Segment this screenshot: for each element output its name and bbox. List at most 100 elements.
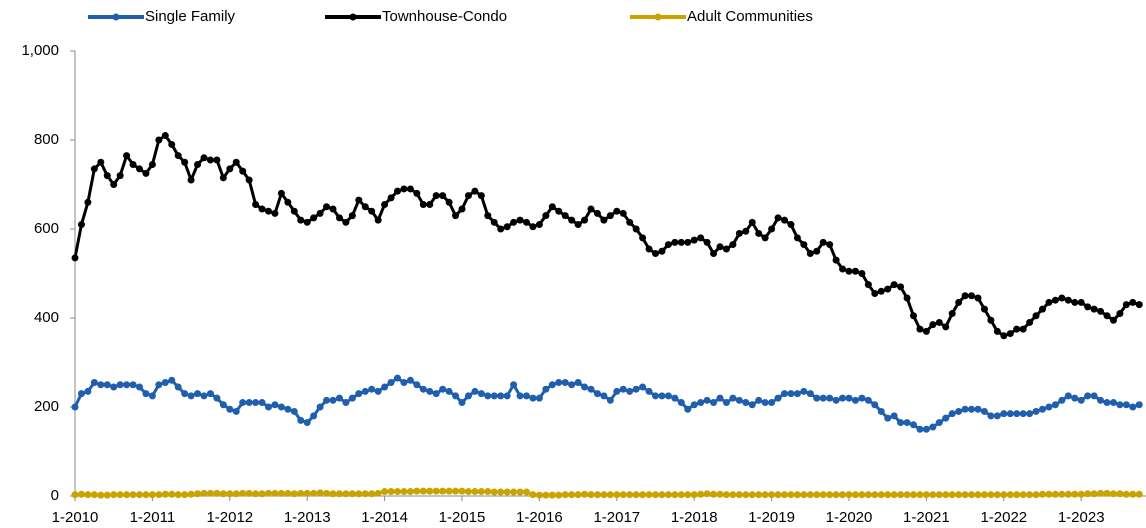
data-point <box>97 381 105 389</box>
data-point <box>387 194 395 202</box>
data-point <box>123 491 131 499</box>
x-tick-label: 1-2014 <box>361 509 408 526</box>
data-point <box>452 212 460 220</box>
data-point <box>658 247 666 255</box>
data-point <box>168 490 176 498</box>
data-point <box>903 294 911 302</box>
data-point <box>174 491 182 499</box>
data-point <box>1116 401 1124 409</box>
data-point <box>316 403 324 411</box>
data-point <box>129 160 137 168</box>
data-point <box>277 403 285 411</box>
data-point <box>342 218 350 226</box>
data-point <box>587 491 595 499</box>
data-point <box>542 385 550 393</box>
data-point <box>632 225 640 233</box>
data-point <box>97 158 105 166</box>
data-point <box>374 216 382 224</box>
data-point <box>980 407 988 415</box>
data-point <box>1000 332 1008 340</box>
data-point <box>561 212 569 220</box>
data-point <box>587 385 595 393</box>
data-point <box>574 379 582 387</box>
data-point <box>574 491 582 499</box>
data-point <box>335 394 343 402</box>
data-point <box>90 165 98 173</box>
data-point <box>490 218 498 226</box>
data-point <box>303 489 311 497</box>
data-point <box>432 487 440 495</box>
data-point <box>1129 298 1137 306</box>
data-point <box>639 491 647 499</box>
data-point <box>161 490 169 498</box>
data-point <box>735 491 743 499</box>
data-point <box>477 192 485 200</box>
data-point <box>593 209 601 217</box>
data-point <box>1084 303 1092 311</box>
data-point <box>310 489 318 497</box>
data-point <box>490 488 498 496</box>
data-point <box>394 187 401 195</box>
data-point <box>568 381 576 389</box>
data-point <box>787 221 795 229</box>
data-point <box>523 218 530 226</box>
data-point <box>471 387 479 395</box>
data-point <box>458 205 466 213</box>
data-point <box>942 491 950 499</box>
data-point <box>200 154 208 162</box>
data-point <box>432 390 440 398</box>
data-point <box>832 396 840 404</box>
data-point <box>116 381 124 389</box>
data-point <box>277 189 285 197</box>
data-point <box>445 487 453 495</box>
legend-label: Adult Communities <box>687 8 813 25</box>
data-point <box>1109 316 1117 324</box>
data-point <box>181 158 189 166</box>
data-point <box>664 491 672 499</box>
x-tick-label: 1-2022 <box>980 509 1027 526</box>
data-point <box>722 491 730 499</box>
data-point <box>400 488 408 496</box>
data-point <box>916 325 924 333</box>
data-point <box>394 374 401 382</box>
data-point <box>710 399 718 407</box>
data-point <box>961 491 969 499</box>
data-point <box>845 491 853 499</box>
data-point <box>1116 490 1124 498</box>
data-point <box>1097 307 1105 315</box>
data-point <box>516 392 524 400</box>
data-point <box>200 392 208 400</box>
data-point <box>226 490 234 498</box>
data-point <box>826 491 834 499</box>
data-point <box>213 156 221 164</box>
data-point <box>1051 296 1059 304</box>
data-point <box>510 218 518 226</box>
data-point <box>974 294 982 302</box>
data-point <box>606 491 614 499</box>
data-point <box>961 292 969 300</box>
data-point <box>1103 489 1111 497</box>
data-point <box>77 390 85 398</box>
data-point <box>400 379 408 387</box>
data-point <box>161 132 169 140</box>
data-point <box>406 185 414 193</box>
data-point <box>619 385 627 393</box>
data-point <box>781 216 788 224</box>
data-point <box>1084 490 1092 498</box>
data-point <box>136 383 143 391</box>
data-point <box>781 390 788 398</box>
data-point <box>206 390 214 398</box>
data-point <box>1064 490 1072 498</box>
data-point <box>639 383 647 391</box>
data-point <box>613 207 621 215</box>
data-point <box>290 207 298 215</box>
data-point <box>980 491 988 499</box>
data-point <box>974 405 982 413</box>
data-point <box>774 491 782 499</box>
data-point <box>606 212 614 220</box>
data-point <box>935 318 943 326</box>
data-point <box>1122 401 1130 409</box>
data-point <box>381 201 389 209</box>
data-point <box>84 198 92 206</box>
